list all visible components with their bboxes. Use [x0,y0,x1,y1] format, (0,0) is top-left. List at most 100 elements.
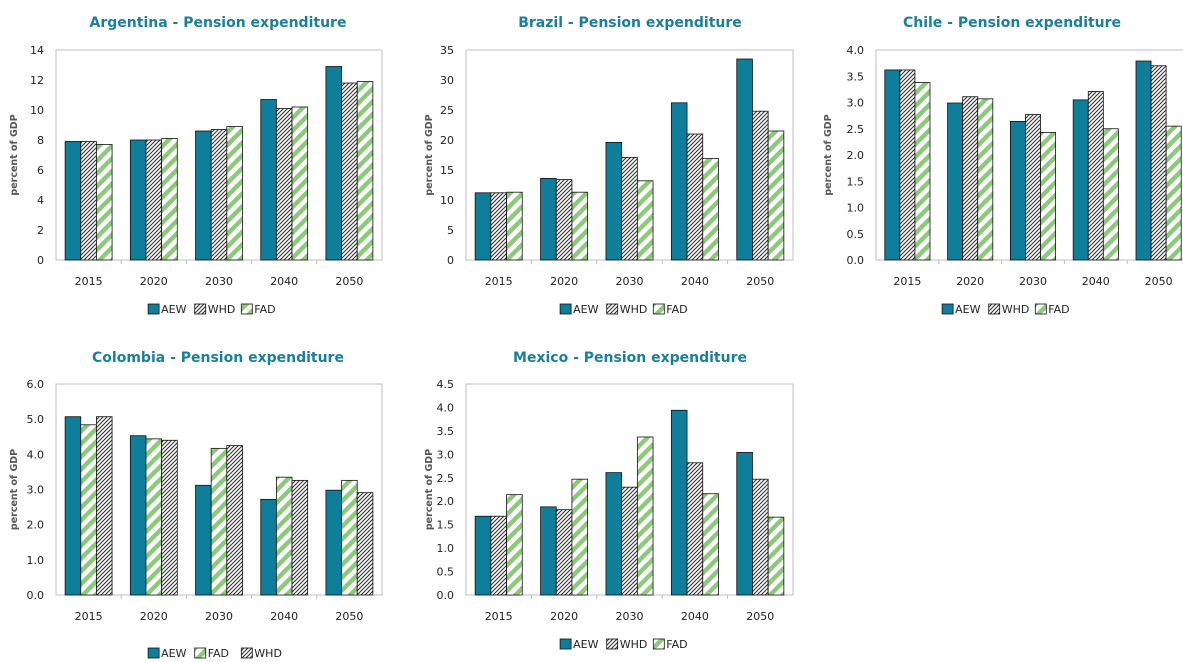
y-tick-label: 2.0 [847,149,865,162]
x-tick-label: 2015 [893,275,921,288]
x-tick-label: 2020 [550,275,578,288]
bar-aew-2015 [474,515,492,596]
bar-fad-2030 [636,436,654,596]
y-tick-label: 6 [37,164,44,177]
bar-aew-2020 [129,435,147,596]
bar-fad-2030 [636,180,654,261]
bar-whd-2020 [145,139,163,261]
y-tick-label: 2.0 [437,495,455,508]
y-tick-label: 10 [440,194,454,207]
legend: AEW WHD FAD [559,303,688,316]
bar-whd-2050 [356,492,374,596]
x-tick-label: 2030 [205,610,233,623]
legend-label-whd: WHD [620,303,648,316]
bar-aew-2020 [540,177,557,261]
x-tick-label: 2015 [75,275,103,288]
y-tick-label: 25 [440,104,454,117]
bar-aew-2050 [1135,60,1152,261]
bar-fad-2030 [210,447,228,596]
legend-swatch-fad [1034,303,1047,315]
chart-argentina: Argentina - Pension expenditure 0 2 4 6 8 10 12… [9,15,383,316]
legend-swatch-fad [194,647,207,659]
legend-swatch-aew [559,638,572,650]
y-tick-label: 4 [37,194,44,207]
y-axis-label: percent of GDP [823,114,834,195]
bar-fad-2030 [1040,132,1057,261]
bar-whd-2020 [555,509,573,596]
legend-label-fad: FAD [1048,303,1069,316]
y-axis-label: percent of GDP [9,449,20,530]
y-tick-label: 4.0 [27,448,45,461]
y-tick-label: 2.5 [847,123,865,136]
bar-whd-2050 [752,478,769,596]
y-tick-label: 1.0 [437,542,455,555]
bar-aew-2015 [64,416,82,596]
y-tick-label: 0 [447,254,454,267]
y-tick-label: 1.0 [27,554,45,567]
y-axis-label: percent of GDP [424,114,435,195]
legend-swatch-whd [194,303,207,315]
bar-fad-2015 [914,82,931,261]
y-tick-label: 0.0 [437,589,455,602]
legend-swatch-whd [988,303,1001,315]
bar-aew-2015 [884,69,901,261]
bar-fad-2020 [161,138,178,261]
y-tick-label: 14 [30,44,44,57]
chart-title: Argentina - Pension expenditure [90,15,347,31]
bar-aew-2040 [260,498,277,596]
bar-whd-2040 [291,479,309,596]
legend-label-whd: WHD [208,303,236,316]
y-tick-label: 5 [447,224,454,237]
bar-aew-2040 [1072,99,1089,261]
legend-label-aew: AEW [573,638,598,651]
legend-swatch-whd [240,647,253,659]
bar-fad-2050 [767,516,785,596]
y-tick-label: 2 [37,224,44,237]
bar-whd-2050 [341,82,358,261]
y-axis-label: percent of GDP [9,114,20,195]
y-tick-label: 0.5 [847,228,865,241]
x-tick-label: 2040 [1082,275,1110,288]
x-tick-label: 2040 [681,275,709,288]
x-tick-label: 2050 [746,610,774,623]
bar-fad-2040 [291,106,309,261]
y-tick-label: 1.0 [847,202,865,215]
bar-aew-2030 [195,484,212,596]
legend-label-fad: FAD [208,647,229,660]
chart-title: Mexico - Pension expenditure [513,350,747,366]
bar-fad-2040 [1102,128,1119,261]
x-tick-label: 2050 [1145,275,1173,288]
bar-whd-2015 [899,69,916,261]
x-tick-label: 2030 [616,275,644,288]
y-tick-label: 4.0 [437,401,455,414]
legend: AEW WHD FAD [559,638,688,651]
y-tick-label: 0.5 [437,566,455,579]
legend-label-whd: WHD [254,647,282,660]
bar-fad-2050 [767,130,785,261]
chart-brazil: Brazil - Pension expenditure 0 5 10 15 20 25 30… [424,15,794,316]
chart-title: Brazil - Pension expenditure [518,15,742,31]
legend-label-aew: AEW [955,303,980,316]
x-tick-label: 2050 [746,275,774,288]
bar-fad-2040 [275,476,293,596]
y-tick-label: 1.5 [437,519,455,532]
chart-chile: Chile - Pension expenditure 0.0 0.5 1.0 1.5 2… [823,15,1183,316]
bar-whd-2030 [621,486,638,596]
legend-label-whd: WHD [1002,303,1030,316]
y-tick-label: 1.5 [847,175,865,188]
x-tick-label: 2020 [140,610,168,623]
y-tick-label: 35 [440,44,454,57]
bar-aew-2030 [605,472,623,596]
y-tick-label: 30 [440,74,454,87]
x-tick-label: 2020 [550,610,578,623]
bar-aew-2040 [260,99,277,261]
legend-label-fad: FAD [666,303,687,316]
legend: AEW WHD FAD [147,303,276,316]
legend-label-aew: AEW [161,647,186,660]
bar-whd-2020 [161,439,178,596]
y-tick-label: 6.0 [27,378,45,391]
bar-fad-2020 [571,478,589,596]
bar-whd-2030 [210,129,228,261]
x-tick-label: 2040 [270,275,298,288]
